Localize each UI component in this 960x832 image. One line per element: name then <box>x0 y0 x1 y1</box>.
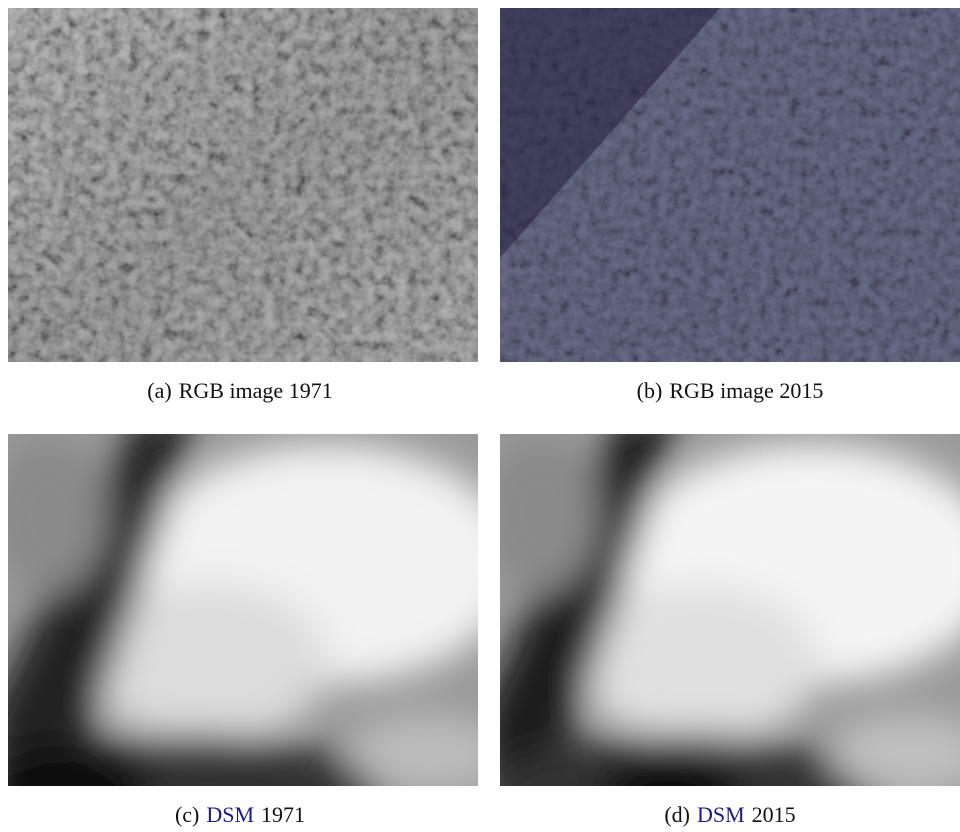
caption-text: RGB image 1971 <box>179 378 333 403</box>
photo-1971-svg <box>8 8 478 362</box>
caption-label: (b) <box>637 378 663 403</box>
caption-link[interactable]: DSM <box>206 802 254 827</box>
dsm-2015 <box>500 434 960 786</box>
caption-link[interactable]: DSM <box>697 802 745 827</box>
dsm-2015-svg <box>500 434 960 786</box>
caption: (d) DSM 2015 <box>490 802 960 828</box>
caption: (c) DSM 1971 <box>0 802 480 828</box>
caption-text: 1971 <box>261 802 305 827</box>
photo-1971 <box>8 8 478 362</box>
caption-label: (c) <box>175 802 199 827</box>
caption: (a) RGB image 1971 <box>0 378 480 404</box>
caption-text: 2015 <box>752 802 796 827</box>
caption-text: RGB image 2015 <box>669 378 823 403</box>
tint <box>500 8 960 362</box>
photo-2015 <box>500 8 960 362</box>
photo-2015-svg <box>500 8 960 362</box>
forest-texture <box>8 8 478 362</box>
caption-label: (a) <box>147 378 171 403</box>
caption: (b)RGB image 2015 <box>490 378 960 404</box>
dsm-1971-svg <box>8 434 478 786</box>
page: (a) RGB image 1971 (b)RGB image 2015 (c) D… <box>0 0 960 832</box>
dsm-1971 <box>8 434 478 786</box>
caption-label: (d) <box>664 802 690 827</box>
